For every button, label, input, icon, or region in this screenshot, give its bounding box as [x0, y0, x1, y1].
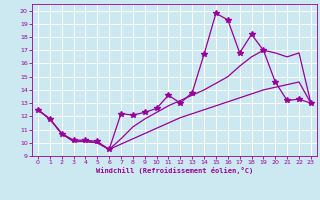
X-axis label: Windchill (Refroidissement éolien,°C): Windchill (Refroidissement éolien,°C): [96, 167, 253, 174]
